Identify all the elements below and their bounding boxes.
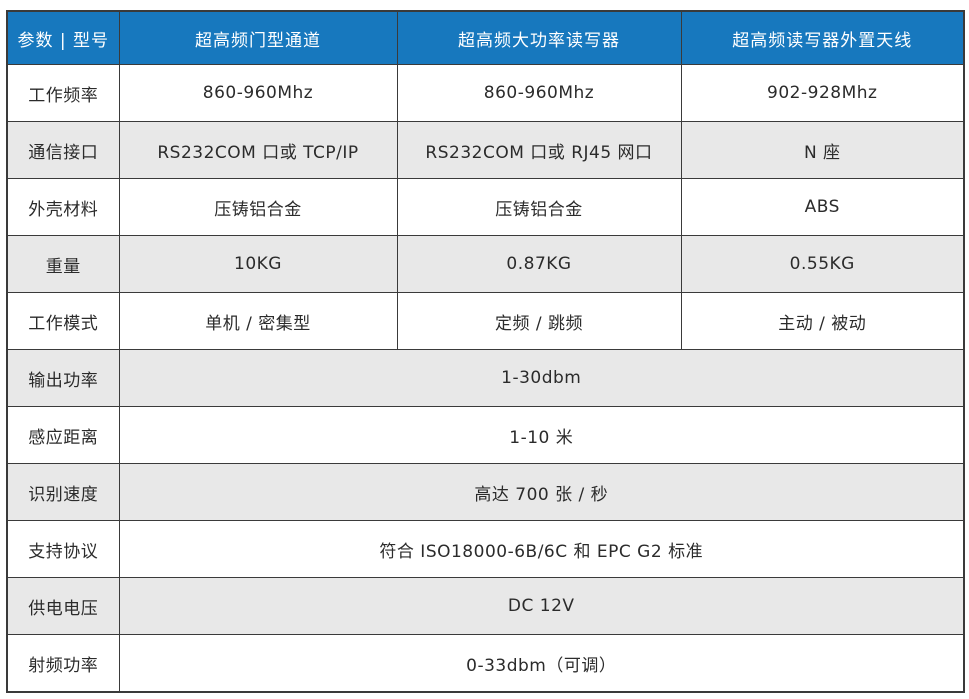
spec-table: 参数 | 型号 超高频门型通道 超高频大功率读写器 超高频读写器外置天线 工作频… xyxy=(6,10,965,693)
value-cell: 10KG xyxy=(118,235,398,293)
row-label-cell: 工作模式 xyxy=(6,292,120,350)
value-cell: RS232COM 口或 TCP/IP xyxy=(118,121,398,179)
table-row: 识别速度 高达 700 张 / 秒 xyxy=(6,463,965,521)
table-row: 支持协议 符合 ISO18000-6B/6C 和 EPC G2 标准 xyxy=(6,520,965,578)
table-row: 通信接口 RS232COM 口或 TCP/IP RS232COM 口或 RJ45… xyxy=(6,121,965,179)
merged-value-cell: 1-30dbm xyxy=(118,349,965,407)
merged-value-cell: 高达 700 张 / 秒 xyxy=(118,463,965,521)
param-header-cell: 参数 | 型号 xyxy=(6,10,120,65)
value-cell: 860-960Mhz xyxy=(118,64,398,122)
value-cell: 902-928Mhz xyxy=(680,64,965,122)
merged-value-cell: 0-33dbm（可调） xyxy=(118,634,965,693)
value-cell: 860-960Mhz xyxy=(396,64,682,122)
value-cell: ABS xyxy=(680,178,965,236)
value-cell: 0.55KG xyxy=(680,235,965,293)
merged-value-cell: 符合 ISO18000-6B/6C 和 EPC G2 标准 xyxy=(118,520,965,578)
value-cell: N 座 xyxy=(680,121,965,179)
row-label-cell: 射频功率 xyxy=(6,634,120,693)
value-cell: 压铸铝合金 xyxy=(396,178,682,236)
table-row: 输出功率 1-30dbm xyxy=(6,349,965,407)
table-row: 重量 10KG 0.87KG 0.55KG xyxy=(6,235,965,293)
table-row: 射频功率 0-33dbm（可调） xyxy=(6,634,965,693)
value-cell: 定频 / 跳频 xyxy=(396,292,682,350)
table-row: 工作频率 860-960Mhz 860-960Mhz 902-928Mhz xyxy=(6,64,965,122)
value-cell: 单机 / 密集型 xyxy=(118,292,398,350)
row-label-cell: 感应距离 xyxy=(6,406,120,464)
merged-value-cell: 1-10 米 xyxy=(118,406,965,464)
table-row: 工作模式 单机 / 密集型 定频 / 跳频 主动 / 被动 xyxy=(6,292,965,350)
table-row: 外壳材料 压铸铝合金 压铸铝合金 ABS xyxy=(6,178,965,236)
merged-value-cell: DC 12V xyxy=(118,577,965,635)
value-cell: 主动 / 被动 xyxy=(680,292,965,350)
row-label-cell: 识别速度 xyxy=(6,463,120,521)
row-label-cell: 工作频率 xyxy=(6,64,120,122)
value-cell: 压铸铝合金 xyxy=(118,178,398,236)
value-cell: 0.87KG xyxy=(396,235,682,293)
row-label-cell: 外壳材料 xyxy=(6,178,120,236)
table-header-row: 参数 | 型号 超高频门型通道 超高频大功率读写器 超高频读写器外置天线 xyxy=(6,10,965,65)
row-label-cell: 供电电压 xyxy=(6,577,120,635)
table-row: 供电电压 DC 12V xyxy=(6,577,965,635)
product-header-cell: 超高频读写器外置天线 xyxy=(680,10,965,65)
product-header-cell: 超高频大功率读写器 xyxy=(396,10,682,65)
product-header-cell: 超高频门型通道 xyxy=(118,10,398,65)
row-label-cell: 重量 xyxy=(6,235,120,293)
row-label-cell: 通信接口 xyxy=(6,121,120,179)
table-row: 感应距离 1-10 米 xyxy=(6,406,965,464)
row-label-cell: 支持协议 xyxy=(6,520,120,578)
value-cell: RS232COM 口或 RJ45 网口 xyxy=(396,121,682,179)
row-label-cell: 输出功率 xyxy=(6,349,120,407)
